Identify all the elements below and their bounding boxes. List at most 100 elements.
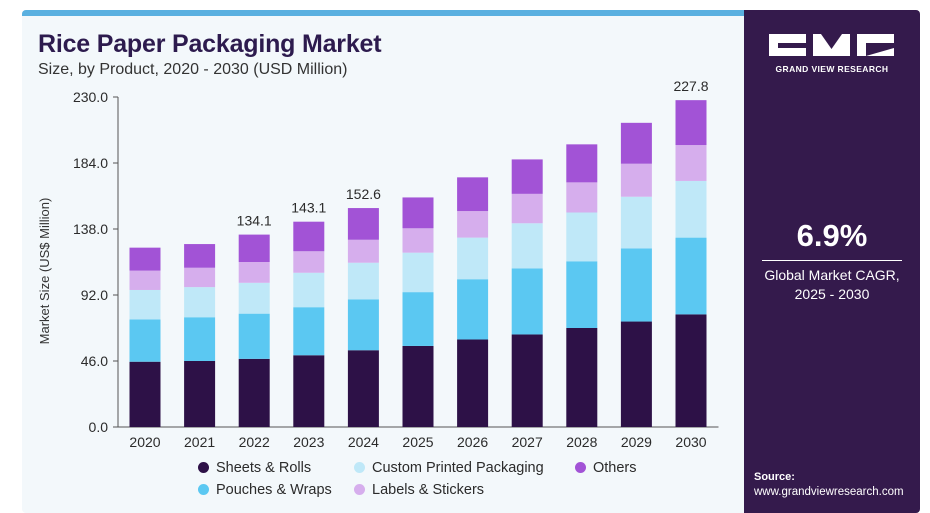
bar-segment-pouches-wraps-2027	[511, 268, 543, 335]
data-label-2024: 152.6	[346, 186, 381, 202]
legend-label: Labels & Stickers	[372, 482, 485, 498]
chart-legend: Sheets & Rolls Custom Printed Packaging …	[192, 460, 692, 504]
x-tick-label: 2026	[457, 434, 488, 450]
bar-segment-others-2025	[402, 197, 434, 229]
legend-swatch-others	[575, 462, 586, 473]
legend-swatch-labels-stickers	[354, 484, 365, 495]
source-link[interactable]: www.grandviewresearch.com	[754, 486, 904, 498]
bar-segment-pouches-wraps-2028	[566, 261, 598, 328]
gvr-logo-icon	[769, 34, 894, 56]
bar-segment-custom-printed-packaging-2029	[620, 196, 652, 249]
legend-item-labels-stickers: Labels & Stickers	[354, 482, 484, 498]
bar-segment-labels-stickers-2022	[238, 262, 270, 283]
bar-segment-sheets-rolls-2025	[402, 345, 434, 427]
bar-segment-custom-printed-packaging-2022	[238, 282, 270, 314]
legend-item-pouches-wraps: Pouches & Wraps	[198, 482, 332, 498]
bar-segment-others-2021	[184, 244, 216, 268]
accent-bar	[22, 10, 744, 16]
bar-segment-sheets-rolls-2021	[184, 361, 216, 427]
legend-label: Custom Printed Packaging	[372, 460, 544, 476]
y-axis-label: Market Size (US$ Million)	[37, 198, 52, 345]
bar-segment-pouches-wraps-2025	[402, 292, 434, 346]
legend-swatch-sheets-rolls	[198, 462, 209, 473]
gvr-logo: GRAND VIEW RESEARCH	[769, 32, 895, 74]
legend-item-others: Others	[575, 460, 637, 476]
bar-segment-pouches-wraps-2021	[184, 317, 216, 361]
x-tick-label: 2028	[566, 434, 597, 450]
bar-segment-custom-printed-packaging-2021	[184, 287, 216, 318]
bar-segment-custom-printed-packaging-2030	[675, 180, 707, 238]
x-tick-label: 2022	[239, 434, 270, 450]
x-tick-label: 2024	[348, 434, 379, 450]
bar-segment-sheets-rolls-2028	[566, 328, 598, 427]
bar-segment-labels-stickers-2024	[347, 239, 379, 263]
bar-segment-others-2026	[457, 177, 489, 212]
bar-segment-pouches-wraps-2030	[675, 237, 707, 315]
x-tick-label: 2020	[129, 434, 160, 450]
x-tick-label: 2023	[293, 434, 324, 450]
bar-segment-labels-stickers-2028	[566, 182, 598, 213]
chart-card: Rice Paper Packaging Market Size, by Pro…	[22, 10, 920, 513]
bar-segment-custom-printed-packaging-2020	[129, 289, 161, 320]
bar-segment-sheets-rolls-2026	[457, 339, 489, 427]
legend-item-custom-printed: Custom Printed Packaging	[354, 460, 544, 476]
cagr-label-line1: Global Market CAGR,	[764, 267, 900, 283]
legend-item-sheets-rolls: Sheets & Rolls	[198, 460, 311, 476]
chart-subtitle: Size, by Product, 2020 - 2030 (USD Milli…	[38, 61, 348, 78]
legend-label: Sheets & Rolls	[216, 460, 312, 476]
bar-segment-pouches-wraps-2024	[347, 299, 379, 351]
y-tick-label: 0.0	[89, 419, 109, 435]
cagr-divider	[762, 260, 902, 261]
legend-swatch-pouches-wraps	[198, 484, 209, 495]
bar-segment-custom-printed-packaging-2026	[457, 237, 489, 280]
brand-name: GRAND VIEW RESEARCH	[775, 64, 889, 74]
bar-segment-labels-stickers-2029	[620, 163, 652, 197]
cagr-value: 6.9%	[796, 218, 868, 253]
x-tick-label: 2027	[512, 434, 543, 450]
x-tick-label: 2030	[675, 434, 706, 450]
bar-segment-pouches-wraps-2026	[457, 279, 489, 340]
bar-segment-sheets-rolls-2024	[347, 350, 379, 427]
bar-segment-custom-printed-packaging-2025	[402, 252, 434, 293]
bar-segment-labels-stickers-2027	[511, 193, 543, 224]
bar-segment-others-2029	[620, 122, 652, 164]
bar-segment-labels-stickers-2030	[675, 145, 707, 181]
x-tick-label: 2029	[621, 434, 652, 450]
bar-segment-pouches-wraps-2029	[620, 248, 652, 322]
bar-segment-sheets-rolls-2022	[238, 358, 270, 427]
chart-title: Rice Paper Packaging Market	[38, 30, 382, 58]
y-tick-label: 46.0	[81, 353, 108, 369]
bar-segment-sheets-rolls-2027	[511, 334, 543, 427]
data-label-2022: 134.1	[237, 213, 272, 229]
bar-segment-others-2022	[238, 234, 270, 262]
bar-segment-pouches-wraps-2020	[129, 319, 161, 362]
bar-segment-sheets-rolls-2030	[675, 314, 707, 427]
data-label-2030: 227.8	[673, 78, 708, 94]
bar-segment-pouches-wraps-2023	[293, 307, 325, 356]
cagr-label-line2: 2025 - 2030	[794, 286, 870, 302]
legend-label: Others	[593, 460, 637, 476]
bar-segment-others-2024	[347, 208, 379, 240]
bar-segment-others-2023	[293, 221, 325, 252]
bar-segment-sheets-rolls-2020	[129, 361, 161, 427]
bar-segment-labels-stickers-2021	[184, 267, 216, 288]
bar-segment-custom-printed-packaging-2024	[347, 262, 379, 300]
bar-segment-others-2030	[675, 100, 707, 146]
bar-segment-custom-printed-packaging-2027	[511, 223, 543, 269]
bar-segment-labels-stickers-2025	[402, 228, 434, 253]
side-panel: GRAND VIEW RESEARCH 6.9% Global Market C…	[744, 10, 920, 513]
bar-segment-sheets-rolls-2023	[293, 355, 325, 427]
bar-segment-labels-stickers-2020	[129, 270, 161, 290]
stacked-bar-chart: Market Size (US$ Million) 0.0 46.0 92.0 138…	[37, 78, 719, 450]
y-tick-label: 92.0	[81, 287, 108, 303]
y-tick-label: 184.0	[73, 155, 108, 171]
bar-segment-others-2028	[566, 144, 598, 183]
y-tick-label: 138.0	[73, 221, 108, 237]
x-tick-label: 2025	[402, 434, 433, 450]
bar-segment-custom-printed-packaging-2028	[566, 212, 598, 262]
bar-segment-labels-stickers-2023	[293, 251, 325, 273]
x-tick-label: 2021	[184, 434, 215, 450]
bar-segment-others-2020	[129, 247, 161, 271]
source-label: Source:	[754, 471, 795, 483]
data-label-2023: 143.1	[291, 200, 326, 216]
